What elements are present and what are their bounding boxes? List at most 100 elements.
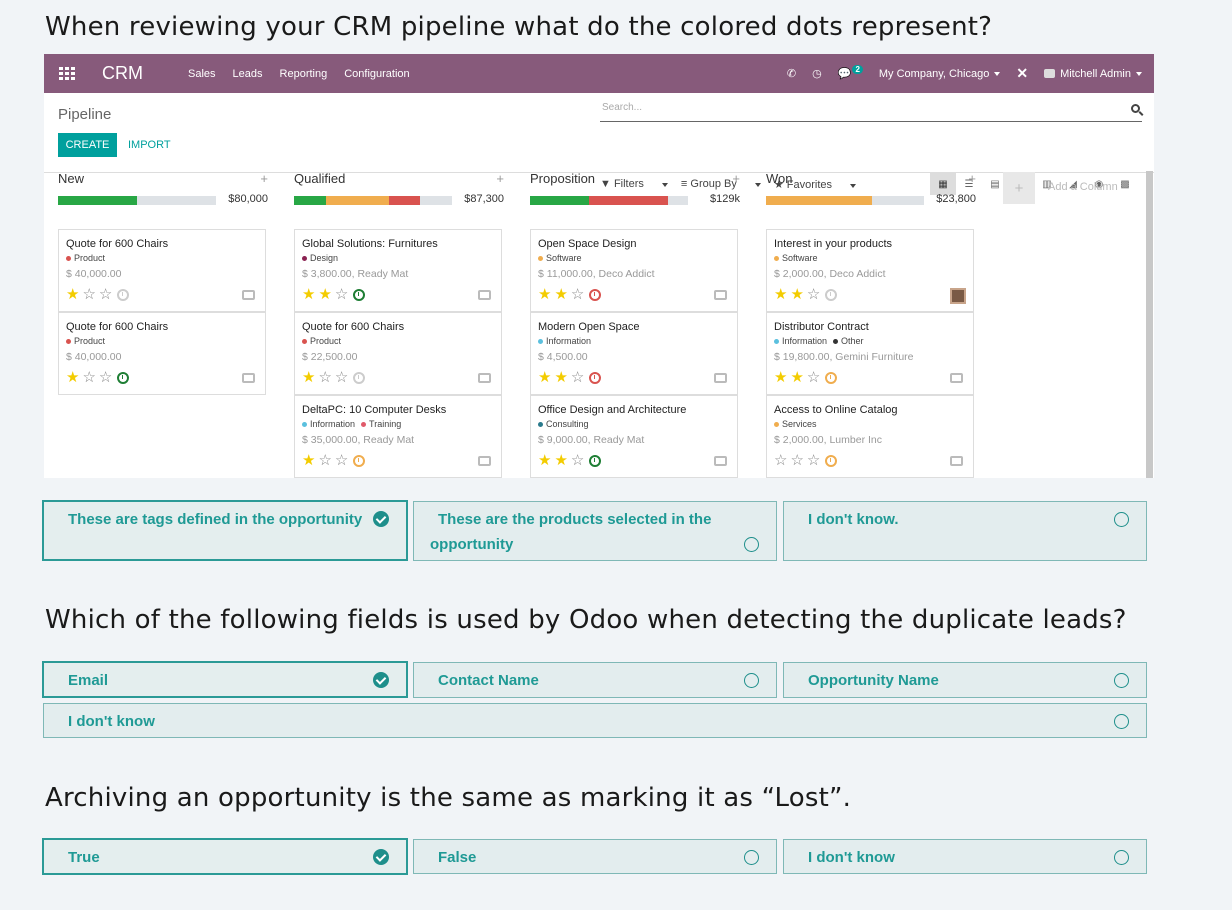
camera-icon[interactable]	[478, 456, 491, 466]
priority-star-icon[interactable]: ☆	[806, 286, 821, 303]
quick-create-plus-icon[interactable]: +	[260, 171, 268, 186]
activity-clock-icon[interactable]	[353, 454, 366, 467]
opportunity-card[interactable]: Open Space Design Software $ 11,000.00, De…	[530, 229, 738, 312]
apps-menu-icon[interactable]	[59, 66, 75, 81]
q1-answer-products[interactable]: These are the products selected in the o…	[413, 501, 777, 561]
cohort-view-icon[interactable]: ◢	[1069, 178, 1077, 190]
activity-clock-icon[interactable]	[117, 288, 130, 301]
add-column[interactable]: + Add a Column	[1003, 171, 1143, 204]
graph-view-icon[interactable]: ▥	[1042, 178, 1052, 190]
activity-clock-icon[interactable]	[825, 454, 838, 467]
camera-icon[interactable]	[714, 373, 727, 383]
q2-answer-email[interactable]: Email	[42, 661, 408, 698]
camera-icon[interactable]	[478, 290, 491, 300]
favorites-dropdown[interactable]: ★ Favorites	[774, 178, 857, 191]
priority-star-icon[interactable]: ★	[66, 369, 80, 386]
calendar-view-icon[interactable]: ▤	[990, 178, 1000, 190]
progress-bar[interactable]	[294, 196, 452, 205]
q2-answer-dont-know[interactable]: I don't know	[43, 703, 1147, 738]
activity-clock-icon[interactable]	[825, 371, 838, 384]
kanban-scrollbar[interactable]	[1146, 171, 1153, 478]
priority-star-icon[interactable]: ★	[554, 369, 568, 386]
opportunity-card[interactable]: Quote for 600 Chairs Product $ 40,000.00 ★ ☆…	[58, 312, 266, 395]
q2-answer-contact-name[interactable]: Contact Name	[413, 662, 777, 698]
menu-item-configuration[interactable]: Configuration	[344, 67, 410, 80]
search-icon[interactable]	[1131, 104, 1140, 113]
list-view-icon[interactable]: ☰	[964, 178, 974, 190]
priority-star-icon[interactable]: ★	[554, 286, 568, 303]
priority-star-icon[interactable]: ★	[790, 369, 804, 386]
activity-clock-icon[interactable]	[353, 371, 366, 384]
activity-view-icon[interactable]: ▩	[1120, 178, 1130, 190]
priority-star-icon[interactable]: ★	[790, 286, 804, 303]
close-icon[interactable]: ✕	[1016, 65, 1029, 81]
quick-create-plus-icon[interactable]: +	[968, 171, 976, 186]
priority-star-icon[interactable]: ☆	[318, 369, 332, 386]
q2-answer-opportunity-name[interactable]: Opportunity Name	[783, 662, 1147, 698]
progress-bar[interactable]	[766, 196, 924, 205]
opportunity-card[interactable]: Quote for 600 Chairs Product $ 22,500.00 ★ ☆…	[294, 312, 502, 395]
q1-answer-dont-know[interactable]: I don't know.	[783, 501, 1147, 561]
priority-star-icon[interactable]: ☆	[334, 286, 349, 303]
import-button[interactable]: IMPORT	[128, 139, 171, 151]
priority-star-icon[interactable]: ★	[302, 452, 316, 469]
phone-icon[interactable]: ✆	[786, 68, 797, 80]
priority-star-icon[interactable]: ☆	[570, 369, 585, 386]
priority-star-icon[interactable]: ☆	[82, 286, 96, 303]
opportunity-card[interactable]: Distributor Contract Information Other $ 19…	[766, 312, 974, 395]
opportunity-card[interactable]: Modern Open Space Information $ 4,500.00 ★ ★…	[530, 312, 738, 395]
priority-star-icon[interactable]: ☆	[98, 286, 113, 303]
create-button[interactable]: CREATE	[58, 133, 117, 157]
activity-clock-icon[interactable]	[589, 371, 602, 384]
priority-star-icon[interactable]: ★	[66, 286, 80, 303]
add-column-plus-icon[interactable]: +	[1003, 172, 1035, 204]
activity-clock-icon[interactable]	[117, 371, 130, 384]
app-brand[interactable]: CRM	[102, 63, 143, 83]
priority-star-icon[interactable]: ★	[302, 369, 316, 386]
camera-icon[interactable]	[478, 373, 491, 383]
messages-icon[interactable]: 💬 2	[838, 65, 863, 80]
q3-answer-dont-know[interactable]: I don't know	[783, 839, 1147, 874]
priority-star-icon[interactable]: ☆	[82, 369, 96, 386]
progress-segment[interactable]	[766, 196, 872, 205]
priority-star-icon[interactable]: ☆	[790, 452, 804, 469]
activity-clock-icon[interactable]	[825, 288, 838, 301]
priority-star-icon[interactable]: ☆	[806, 369, 821, 386]
progress-segment[interactable]	[589, 196, 669, 205]
quick-create-plus-icon[interactable]: +	[732, 171, 740, 186]
priority-star-icon[interactable]: ☆	[570, 286, 585, 303]
progress-bar[interactable]	[58, 196, 216, 205]
activity-clock-icon[interactable]	[589, 288, 602, 301]
q3-answer-true[interactable]: True	[42, 838, 408, 875]
opportunity-card[interactable]: Quote for 600 Chairs Product $ 40,000.00 ★ ☆…	[58, 229, 266, 312]
priority-star-icon[interactable]: ★	[774, 369, 788, 386]
map-view-icon[interactable]: ◉	[1094, 178, 1104, 190]
progress-bar[interactable]	[530, 196, 688, 205]
camera-icon[interactable]	[714, 290, 727, 300]
opportunity-card[interactable]: DeltaPC: 10 Computer Desks Information Tra…	[294, 395, 502, 478]
activity-clock-icon[interactable]	[353, 288, 366, 301]
company-switcher[interactable]: My Company, Chicago	[879, 68, 1001, 80]
quick-create-plus-icon[interactable]: +	[496, 171, 504, 186]
q3-answer-false[interactable]: False	[413, 839, 777, 874]
priority-star-icon[interactable]: ☆	[774, 452, 788, 469]
priority-star-icon[interactable]: ★	[774, 286, 788, 303]
search-input[interactable]: Search...	[600, 102, 1142, 122]
priority-star-icon[interactable]: ☆	[98, 369, 113, 386]
progress-segment[interactable]	[325, 196, 389, 205]
priority-star-icon[interactable]: ★	[538, 286, 552, 303]
priority-star-icon[interactable]: ☆	[570, 452, 585, 469]
groupby-dropdown[interactable]: ≡ Group By	[681, 178, 761, 191]
activity-clock-icon[interactable]	[589, 454, 602, 467]
progress-segment[interactable]	[388, 196, 421, 205]
opportunity-card[interactable]: Interest in your products Software $ 2,000…	[766, 229, 974, 312]
opportunity-card[interactable]: Global Solutions: Furnitures Design $ 3,80…	[294, 229, 502, 312]
camera-icon[interactable]	[242, 373, 255, 383]
opportunity-card[interactable]: Access to Online Catalog Services $ 2,000.…	[766, 395, 974, 478]
camera-icon[interactable]	[950, 373, 963, 383]
priority-star-icon[interactable]: ☆	[334, 452, 349, 469]
priority-star-icon[interactable]: ☆	[334, 369, 349, 386]
priority-star-icon[interactable]: ★	[538, 369, 552, 386]
user-menu[interactable]: Mitchell Admin	[1044, 68, 1142, 80]
filters-dropdown[interactable]: ▼ Filters	[600, 178, 668, 191]
